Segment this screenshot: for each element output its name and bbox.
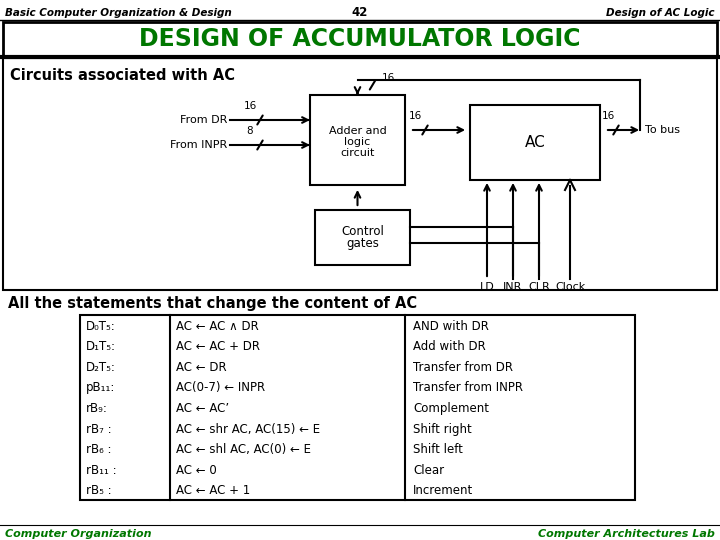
Text: AC ← DR: AC ← DR (176, 361, 227, 374)
Text: AC ← AC’: AC ← AC’ (176, 402, 229, 415)
Text: AC ← 0: AC ← 0 (176, 464, 217, 477)
Text: AC ← shr AC, AC(15) ← E: AC ← shr AC, AC(15) ← E (176, 423, 320, 436)
Bar (470, 105, 600, 180)
Text: AC ← AC + DR: AC ← AC + DR (176, 340, 260, 353)
Text: D₂T₅:: D₂T₅: (86, 361, 116, 374)
Text: Add with DR: Add with DR (413, 340, 486, 353)
Text: 42: 42 (352, 6, 368, 19)
Text: Transfer from INPR: Transfer from INPR (413, 381, 523, 395)
Text: AC(0-7) ← INPR: AC(0-7) ← INPR (176, 381, 265, 395)
Text: Clear: Clear (413, 464, 444, 477)
Text: Control: Control (341, 225, 384, 238)
Bar (3, 58, 717, 290)
Text: D₀T₅:: D₀T₅: (86, 320, 116, 333)
Bar (310, 95, 405, 185)
Text: 16: 16 (243, 101, 256, 111)
Text: To bus: To bus (645, 125, 680, 135)
Text: From INPR: From INPR (170, 140, 227, 150)
Text: AC ← shl AC, AC(0) ← E: AC ← shl AC, AC(0) ← E (176, 443, 311, 456)
Bar (315, 210, 410, 265)
Bar (3, 22, 717, 56)
Text: Design of AC Logic: Design of AC Logic (606, 8, 715, 18)
Text: Clock: Clock (555, 282, 585, 292)
Text: Shift right: Shift right (413, 423, 472, 436)
Text: 16: 16 (408, 111, 422, 121)
Text: Basic Computer Organization & Design: Basic Computer Organization & Design (5, 8, 232, 18)
Text: 8: 8 (247, 126, 253, 136)
Text: D₁T₅:: D₁T₅: (86, 340, 116, 353)
Text: rB₉:: rB₉: (86, 402, 108, 415)
Text: AND with DR: AND with DR (413, 320, 489, 333)
Text: circuit: circuit (341, 148, 374, 158)
Text: All the statements that change the content of AC: All the statements that change the conte… (8, 296, 417, 311)
Text: Shift left: Shift left (413, 443, 463, 456)
Text: Increment: Increment (413, 484, 473, 497)
Text: rB₅ :: rB₅ : (86, 484, 112, 497)
Text: DESIGN OF ACCUMULATOR LOGIC: DESIGN OF ACCUMULATOR LOGIC (139, 27, 581, 51)
Text: rB₇ :: rB₇ : (86, 423, 112, 436)
Text: From DR: From DR (179, 115, 227, 125)
Text: rB₁₁ :: rB₁₁ : (86, 464, 117, 477)
Text: 16: 16 (601, 111, 615, 121)
Text: rB₆ :: rB₆ : (86, 443, 112, 456)
Text: Complement: Complement (413, 402, 489, 415)
Text: AC ← AC ∧ DR: AC ← AC ∧ DR (176, 320, 258, 333)
Text: AC: AC (525, 135, 545, 150)
Text: Computer Architectures Lab: Computer Architectures Lab (538, 529, 715, 539)
Text: logic: logic (344, 137, 371, 147)
Text: Transfer from DR: Transfer from DR (413, 361, 513, 374)
Text: Adder and: Adder and (328, 126, 387, 136)
Text: AC ← AC + 1: AC ← AC + 1 (176, 484, 251, 497)
Text: CLR: CLR (528, 282, 550, 292)
Text: INR: INR (503, 282, 523, 292)
Text: gates: gates (346, 237, 379, 250)
Text: 16: 16 (382, 73, 395, 83)
Text: LD: LD (480, 282, 495, 292)
Text: pB₁₁:: pB₁₁: (86, 381, 115, 395)
Text: Computer Organization: Computer Organization (5, 529, 151, 539)
Text: Circuits associated with AC: Circuits associated with AC (10, 68, 235, 83)
Bar (80, 315, 635, 500)
